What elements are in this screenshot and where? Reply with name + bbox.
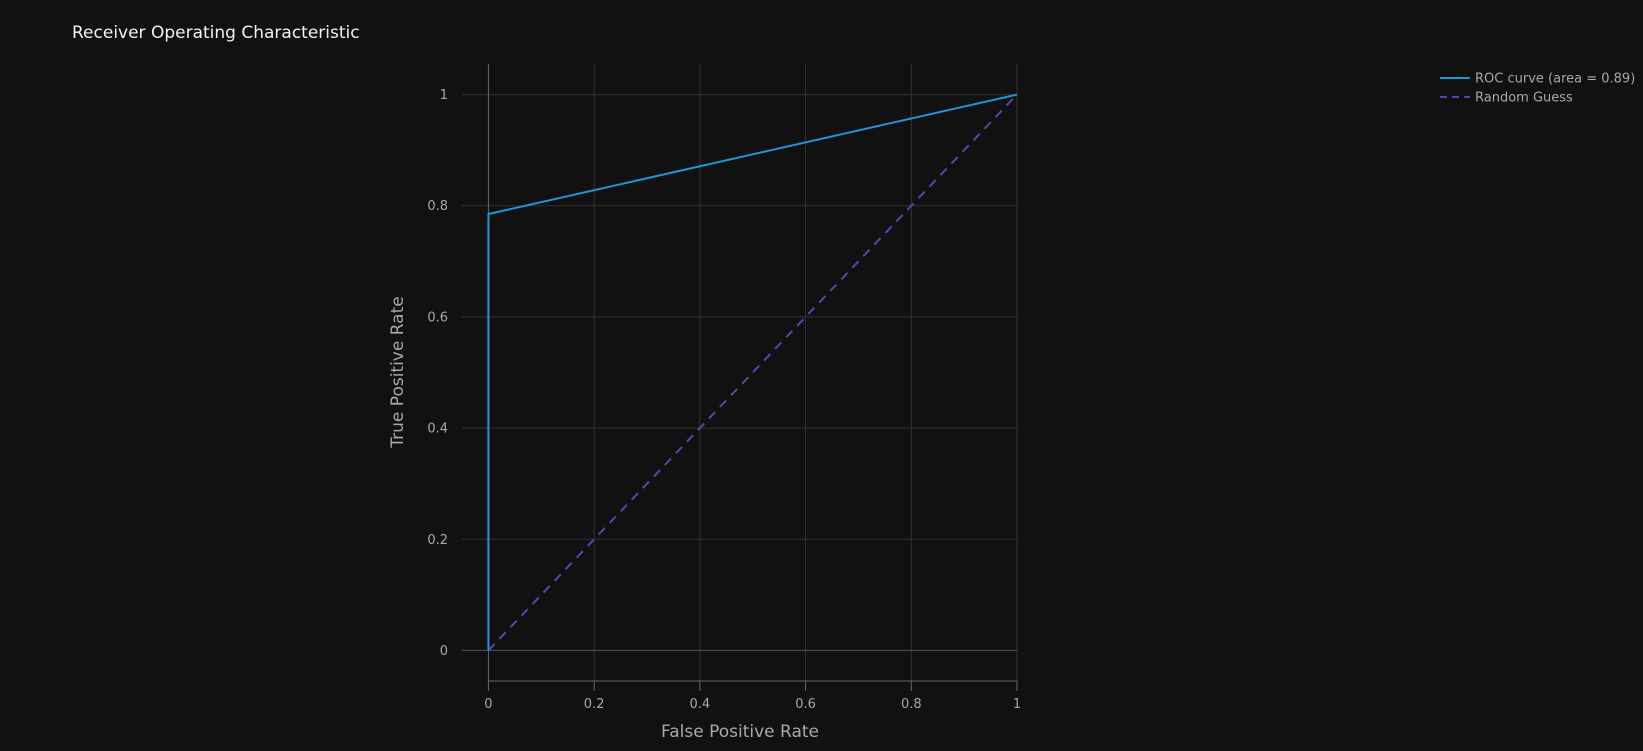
x-tick-label: 1 <box>1013 697 1021 712</box>
legend-label: Random Guess <box>1475 91 1573 106</box>
y-tick-labels: 0 0.2 0.4 0.6 0.8 1 <box>427 88 448 659</box>
y-tick-label: 0 <box>440 644 448 659</box>
series-layer <box>487 93 1018 652</box>
legend-label: ROC curve (area = 0.89) <box>1475 72 1635 87</box>
legend-item-random-guess[interactable]: Random Guess <box>1440 91 1573 106</box>
y-axis-title: True Positive Rate <box>388 296 408 448</box>
x-axis-title: False Positive Rate <box>661 722 819 742</box>
chart-title: Receiver Operating Characteristic <box>72 23 360 43</box>
roc-curve-line <box>487 93 1018 651</box>
x-tick-label: 0.8 <box>901 697 922 712</box>
x-tick-label: 0.2 <box>584 697 605 712</box>
y-tick-label: 1 <box>440 88 448 103</box>
x-tick-label: 0.6 <box>795 697 816 712</box>
x-tick-label: 0 <box>484 697 492 712</box>
x-tick-label: 0.4 <box>690 697 711 712</box>
legend[interactable]: ROC curve (area = 0.89) Random Guess <box>1440 72 1635 106</box>
legend-item-roc-curve[interactable]: ROC curve (area = 0.89) <box>1440 72 1635 87</box>
y-tick-label: 0.4 <box>427 422 448 437</box>
y-tick-label: 0.6 <box>427 310 448 325</box>
y-tick-label: 0.8 <box>427 199 448 214</box>
x-tick-labels: 0 0.2 0.4 0.6 0.8 1 <box>484 697 1021 712</box>
y-tick-label: 0.2 <box>427 533 448 548</box>
